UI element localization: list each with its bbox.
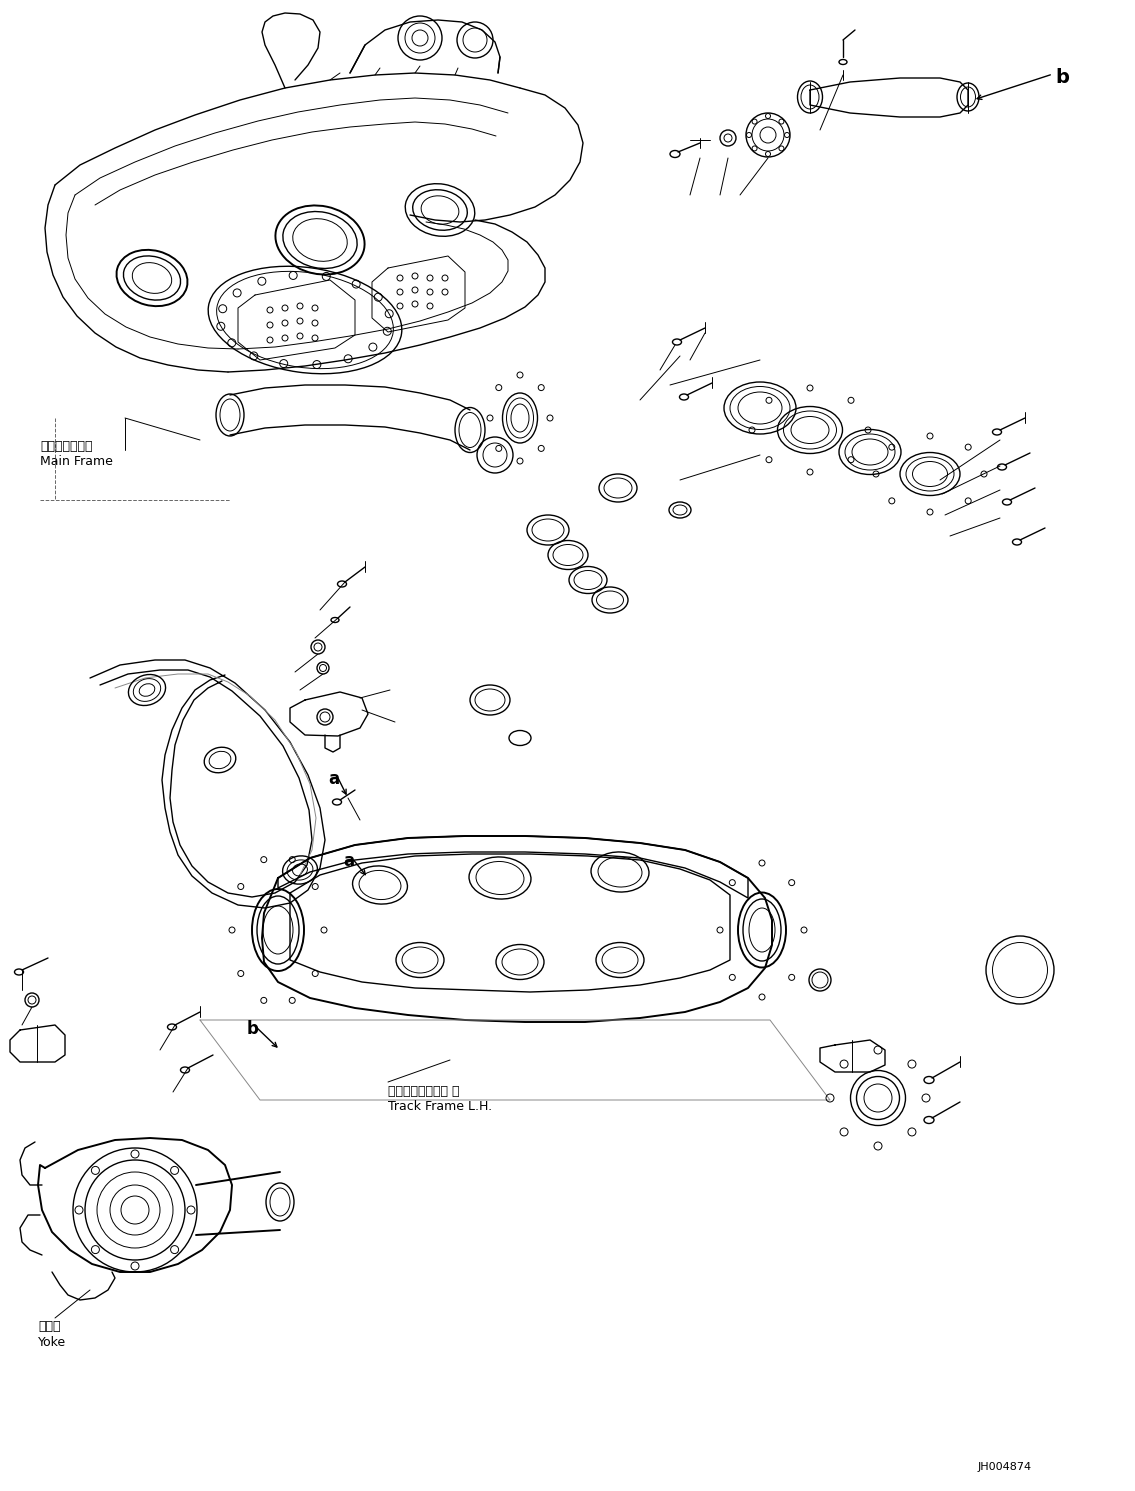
Text: a: a — [343, 851, 354, 871]
Text: ヨーク: ヨーク — [37, 1320, 60, 1333]
Text: Main Frame: Main Frame — [40, 455, 112, 468]
Text: b: b — [247, 1020, 259, 1038]
Text: Track Frame L.H.: Track Frame L.H. — [388, 1100, 493, 1112]
Text: b: b — [1056, 69, 1069, 86]
Text: JH004874: JH004874 — [978, 1463, 1032, 1472]
Text: トラックフレーム 左: トラックフレーム 左 — [388, 1085, 460, 1097]
Text: Yoke: Yoke — [37, 1336, 66, 1349]
Text: メインフレーム: メインフレーム — [40, 440, 92, 453]
Text: a: a — [328, 769, 339, 789]
